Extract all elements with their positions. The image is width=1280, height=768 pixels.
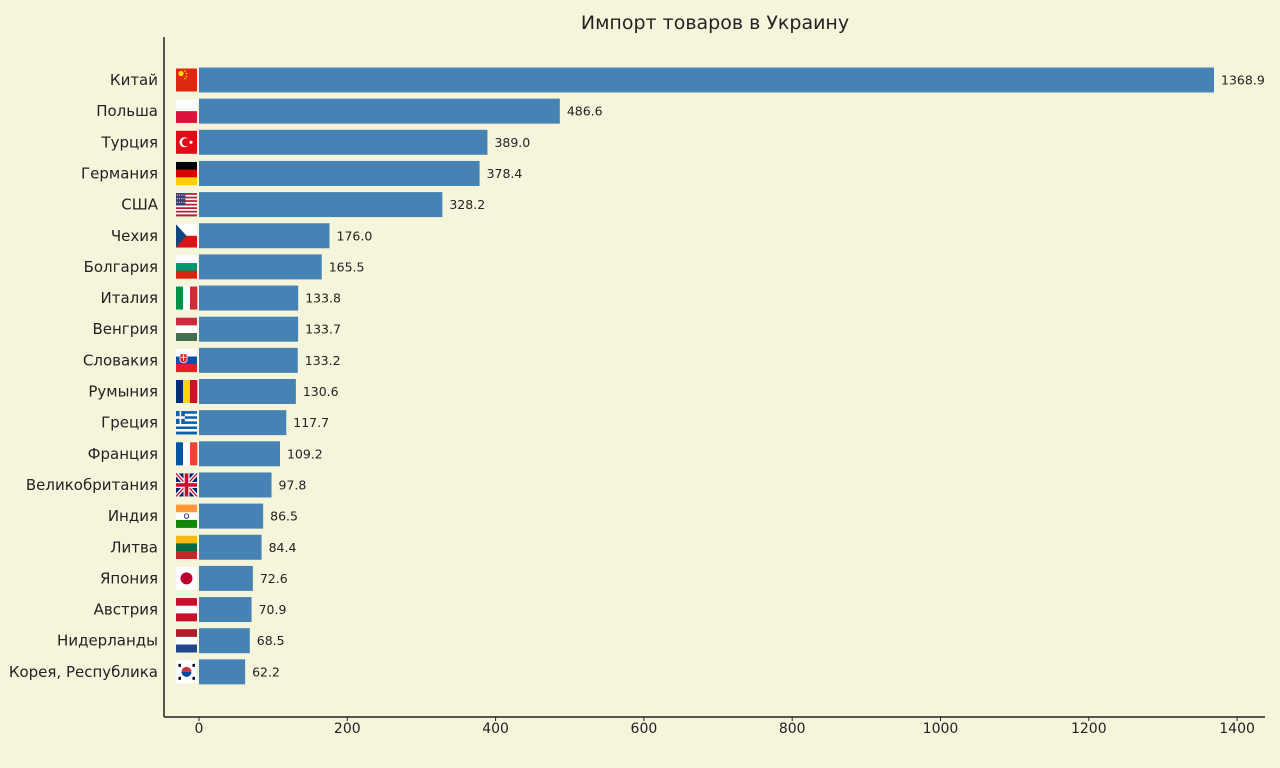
category-label: Австрия (94, 601, 158, 619)
bar (199, 565, 253, 591)
category-label: Венгрия (92, 320, 158, 338)
x-axis-ticks: 0 200 400 600 800 1000 1200 1400 (195, 717, 1255, 737)
value-label: 176.0 (337, 228, 373, 243)
value-label: 97.8 (279, 477, 307, 492)
greece-flag-icon (176, 411, 197, 435)
category-label: Япония (100, 569, 158, 587)
bar (199, 472, 272, 498)
value-label: 130.6 (303, 384, 339, 399)
value-label: 486.6 (567, 104, 603, 119)
turkey-flag-icon (176, 130, 197, 154)
bars-group (199, 67, 1215, 685)
category-label: Великобритания (26, 476, 158, 494)
bar (199, 192, 443, 218)
category-labels: Китай Польша Турция Германия США Чехия Болгари… (9, 71, 159, 681)
category-label: Польша (96, 102, 158, 120)
x-tick-label: 1000 (923, 721, 959, 737)
bar (199, 67, 1215, 93)
usa-flag-icon (176, 193, 197, 217)
value-label: 117.7 (293, 415, 329, 430)
bar (199, 410, 287, 436)
value-label: 389.0 (494, 135, 530, 150)
bar (199, 659, 246, 685)
value-label: 72.6 (260, 571, 288, 586)
x-tick-label: 800 (779, 721, 806, 737)
value-label: 109.2 (287, 446, 323, 461)
bar (199, 285, 299, 311)
france-flag-icon (176, 442, 198, 466)
italy-flag-icon (176, 286, 198, 310)
x-tick-label: 400 (482, 721, 509, 737)
chart-title: Импорт товаров в Украину (581, 12, 849, 34)
value-label: 84.4 (269, 540, 297, 555)
category-label: Турция (100, 133, 158, 151)
category-label: Литва (110, 538, 158, 556)
germany-flag-icon (176, 161, 197, 186)
value-label: 133.2 (305, 353, 341, 368)
value-labels: 1368.9 486.6 389.0 378.4 328.2 176.0 165.5 133.… (252, 73, 1265, 680)
value-label: 165.5 (329, 259, 365, 274)
uk-flag-icon (174, 472, 199, 498)
value-label: 378.4 (487, 166, 523, 181)
bar (199, 628, 250, 654)
bar (199, 534, 262, 560)
austria-flag-icon (176, 598, 197, 622)
netherlands-flag-icon (176, 629, 197, 653)
category-label: Чехия (111, 227, 158, 245)
korea-flag-icon (176, 660, 197, 684)
bar (199, 379, 296, 404)
lithuania-flag-icon (176, 535, 197, 560)
bar (199, 160, 480, 186)
x-tick-label: 1200 (1071, 721, 1107, 737)
flags-group (174, 68, 199, 684)
bar (199, 254, 322, 280)
bar (199, 316, 299, 342)
category-label: Румыния (88, 383, 158, 401)
category-label: Китай (110, 71, 158, 89)
bar (199, 441, 280, 467)
x-tick-label: 0 (195, 721, 204, 737)
romania-flag-icon (176, 380, 198, 403)
china-flag-icon (176, 68, 197, 92)
bar (199, 129, 488, 155)
value-label: 70.9 (259, 602, 287, 617)
value-label: 68.5 (257, 633, 285, 648)
value-label: 328.2 (449, 197, 485, 212)
bar (199, 98, 560, 124)
category-label: Германия (81, 164, 158, 182)
value-label: 133.7 (305, 322, 341, 337)
category-label: Франция (88, 445, 158, 463)
bar (199, 347, 298, 373)
category-label: Италия (100, 289, 158, 307)
category-label: Словакия (83, 351, 158, 369)
category-label: Греция (101, 414, 158, 432)
value-label: 62.2 (252, 664, 280, 679)
value-label: 1368.9 (1221, 73, 1265, 88)
bulgaria-flag-icon (176, 255, 197, 279)
poland-flag-icon (176, 99, 197, 123)
bar (199, 597, 252, 623)
x-tick-label: 200 (334, 721, 361, 737)
category-label: Болгария (84, 258, 158, 276)
japan-flag-icon (176, 566, 197, 590)
category-label: Корея, Республика (9, 663, 158, 681)
value-label: 133.8 (305, 291, 341, 306)
hungary-flag-icon (176, 317, 197, 341)
value-label: 86.5 (270, 509, 298, 524)
category-label: Нидерланды (57, 632, 158, 650)
bar (199, 503, 264, 529)
czechia-flag-icon (176, 224, 197, 248)
india-flag-icon (176, 504, 197, 528)
category-label: США (121, 196, 159, 214)
x-tick-label: 1400 (1219, 721, 1255, 737)
slovakia-flag-icon (176, 348, 197, 373)
category-label: Индия (108, 507, 158, 525)
bar (199, 223, 330, 249)
x-tick-label: 600 (631, 721, 658, 737)
